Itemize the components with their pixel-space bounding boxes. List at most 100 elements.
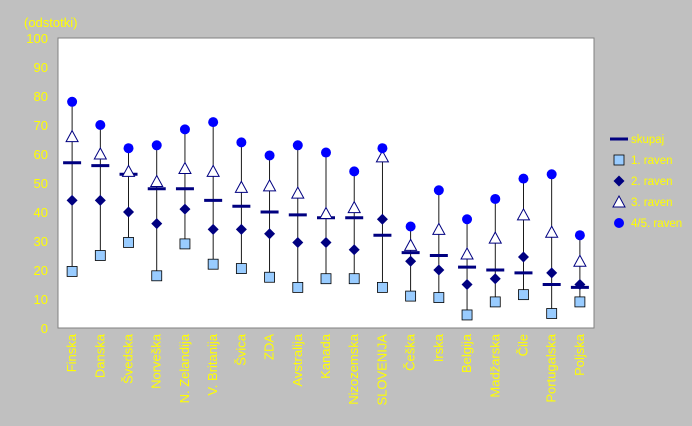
marker-circle [95,120,106,130]
marker-diamond [461,279,473,290]
legend: skupaj 1. raven 2. raven 3. raven 4/5. raven [610,134,682,230]
x-tick-label: Nizozemska [346,333,361,405]
legend-marker [612,194,626,208]
x-tick-label: Avstralija [290,333,305,386]
y-tick-label: 10 [34,292,48,307]
y-tick-label: 0 [41,321,48,336]
x-tick-label: Švica [233,333,248,366]
marker-triangle [319,206,333,219]
marker-diamond [405,255,417,267]
legend-label: skupaj [631,134,664,146]
marker-circle [490,193,501,204]
marker-circle [236,137,247,148]
marker-circle [123,143,134,154]
legend-label: 4/5. raven [631,218,682,230]
y-tick-label: 50 [34,176,48,191]
legend-label: 1. raven [631,155,673,167]
marker-square [433,292,445,303]
marker-circle [179,124,190,135]
x-tick-label: Finska [64,333,79,372]
marker-circle [433,185,444,196]
x-tick-label: Belgija [459,333,474,373]
y-tick-label: 100 [26,31,48,46]
marker-circle [349,166,360,177]
marker-triangle [516,207,531,221]
marker-square [461,309,473,321]
marker-diamond [489,273,501,285]
marker-diamond [179,203,191,215]
marker-square [292,281,304,293]
marker-square [546,308,558,319]
marker-circle [264,150,275,161]
marker-triangle [290,186,305,199]
marker-square [489,296,501,308]
marker-circle [321,147,331,158]
x-tick-label: SLOVENIJA [374,334,389,406]
marker-diamond [123,206,135,218]
y-tick-label: 80 [34,89,48,104]
marker-diamond [376,213,388,225]
marker-diamond [348,244,360,256]
x-tick-label: Danska [92,333,107,378]
marker-square [151,270,163,282]
marker-circle [377,143,388,154]
y-tick-label: 90 [34,60,48,75]
marker-diamond [207,223,219,235]
marker-diamond [292,236,304,248]
marker-square [179,238,191,250]
marker-triangle [206,164,221,177]
marker-square [207,258,219,270]
marker-triangle [431,222,446,235]
marker-triangle [234,180,249,193]
marker-diamond [574,279,586,290]
marker-square [348,273,360,285]
marker-square [405,290,417,302]
marker-circle [208,117,219,128]
marker-square [264,271,275,283]
marker-diamond [94,194,106,206]
marker-triangle [347,200,362,214]
legend-label: 3. raven [631,197,673,209]
data-marks [63,96,589,321]
marker-circle [574,230,585,241]
marker-circle [462,214,473,225]
y-axis-label: (odstotki) [24,15,77,30]
x-tick-label: Portugalska [544,333,559,402]
x-tick-label: Češka [403,333,418,371]
marker-circle [546,169,557,180]
marker-diamond [546,267,558,279]
marker-triangle [93,146,108,160]
marker-square [377,281,388,293]
marker-triangle [544,225,559,238]
x-tick-label: Norveška [149,333,164,389]
marker-circle [67,96,78,107]
marker-triangle [488,231,503,244]
x-tick-label: N. Zelandija [177,333,192,403]
marker-diamond [517,251,529,263]
marker-triangle [403,238,418,251]
marker-diamond [66,194,78,206]
x-tick-label: Kanada [318,333,333,379]
x-tick-label: Švedska [121,333,136,384]
x-tick-label: Čile [515,334,530,356]
x-tick-label: V. Britanija [205,333,220,395]
marker-diamond [264,228,276,240]
marker-circle [405,221,416,232]
marker-circle [151,140,162,151]
x-axis-ticks: Finska Danska Švedska Norveška N. Zelandija V… [64,333,587,405]
marker-square [320,273,332,285]
legend-marker [613,175,625,187]
y-tick-label: 70 [34,118,48,133]
y-tick-label: 20 [34,263,48,278]
marker-square [518,289,529,301]
marker-diamond [433,264,445,276]
marker-diamond [151,218,163,230]
marker-triangle [460,247,474,260]
legend-label: 2. raven [631,176,673,188]
y-tick-label: 60 [34,147,48,162]
x-tick-label: Irska [431,333,446,362]
y-tick-label: 30 [34,234,48,249]
marker-triangle [121,164,136,177]
